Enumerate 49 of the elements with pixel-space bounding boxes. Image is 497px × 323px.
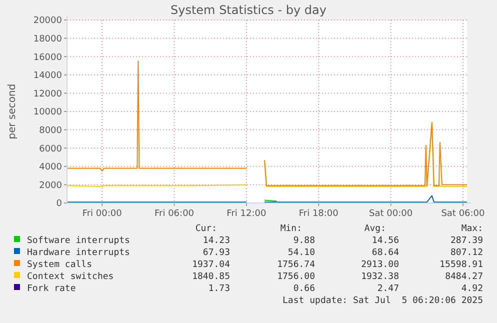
text: 8484.27 — [445, 272, 483, 282]
text: 2913.00 — [361, 260, 399, 270]
x-tick-label: Fri 12:00 — [226, 209, 266, 219]
legend-label: System calls — [27, 260, 92, 270]
text: 54.10 — [288, 248, 315, 258]
y-tick-label: 12000 — [33, 89, 62, 100]
text: 287.39 — [450, 236, 483, 246]
x-tick-label: Fri 18:00 — [298, 209, 339, 219]
text: Avg: — [364, 224, 386, 234]
text: Last update: Sat Jul 5 06:20:06 2025 — [282, 296, 483, 306]
y-tick-label: 10000 — [33, 108, 62, 118]
text: 2.47 — [377, 284, 399, 294]
legend-label: Fork rate — [27, 284, 76, 294]
legend-label: Software interrupts — [27, 236, 130, 246]
x-tick-label: Fri 06:00 — [154, 209, 194, 219]
x-tick-label: Sat 00:00 — [369, 209, 413, 219]
x-tick-label: Fri 00:00 — [82, 209, 122, 219]
chart-title: System Statistics - by day — [170, 3, 326, 17]
text: 67.93 — [202, 248, 230, 258]
text: 1937.04 — [192, 260, 230, 270]
text: 1.73 — [208, 284, 230, 294]
legend-label: Context switches — [27, 272, 114, 282]
text: 4.92 — [461, 284, 483, 294]
y-tick-label: 0 — [56, 199, 62, 210]
text: 1756.00 — [277, 272, 315, 282]
y-tick-label: 18000 — [33, 34, 62, 44]
text: 15598.91 — [440, 260, 483, 270]
y-tick-label: 16000 — [33, 52, 62, 63]
text: 14.56 — [372, 236, 399, 246]
y-tick-label: 2000 — [39, 180, 62, 191]
x-tick-label: Sat 06:00 — [441, 209, 486, 219]
text: Cur: — [195, 224, 217, 234]
text: 9.88 — [293, 236, 315, 246]
y-tick-label: 20000 — [33, 16, 62, 26]
text: 1932.38 — [361, 272, 399, 282]
y-tick-label: 14000 — [33, 71, 62, 82]
text: 1756.74 — [277, 260, 315, 270]
text: 1840.85 — [192, 272, 230, 282]
y-axis-title: per second — [7, 84, 18, 140]
text: Min: — [280, 224, 302, 234]
text: 807.12 — [450, 248, 483, 258]
legend-label: Hardware interrupts — [27, 248, 130, 258]
y-tick-label: 4000 — [39, 162, 62, 173]
y-tick-label: 8000 — [39, 126, 62, 136]
text: 14.23 — [202, 236, 230, 246]
text: 0.66 — [293, 284, 315, 294]
text: 68.64 — [372, 248, 399, 258]
y-tick-label: 6000 — [39, 144, 62, 154]
text: Max: — [461, 224, 483, 234]
